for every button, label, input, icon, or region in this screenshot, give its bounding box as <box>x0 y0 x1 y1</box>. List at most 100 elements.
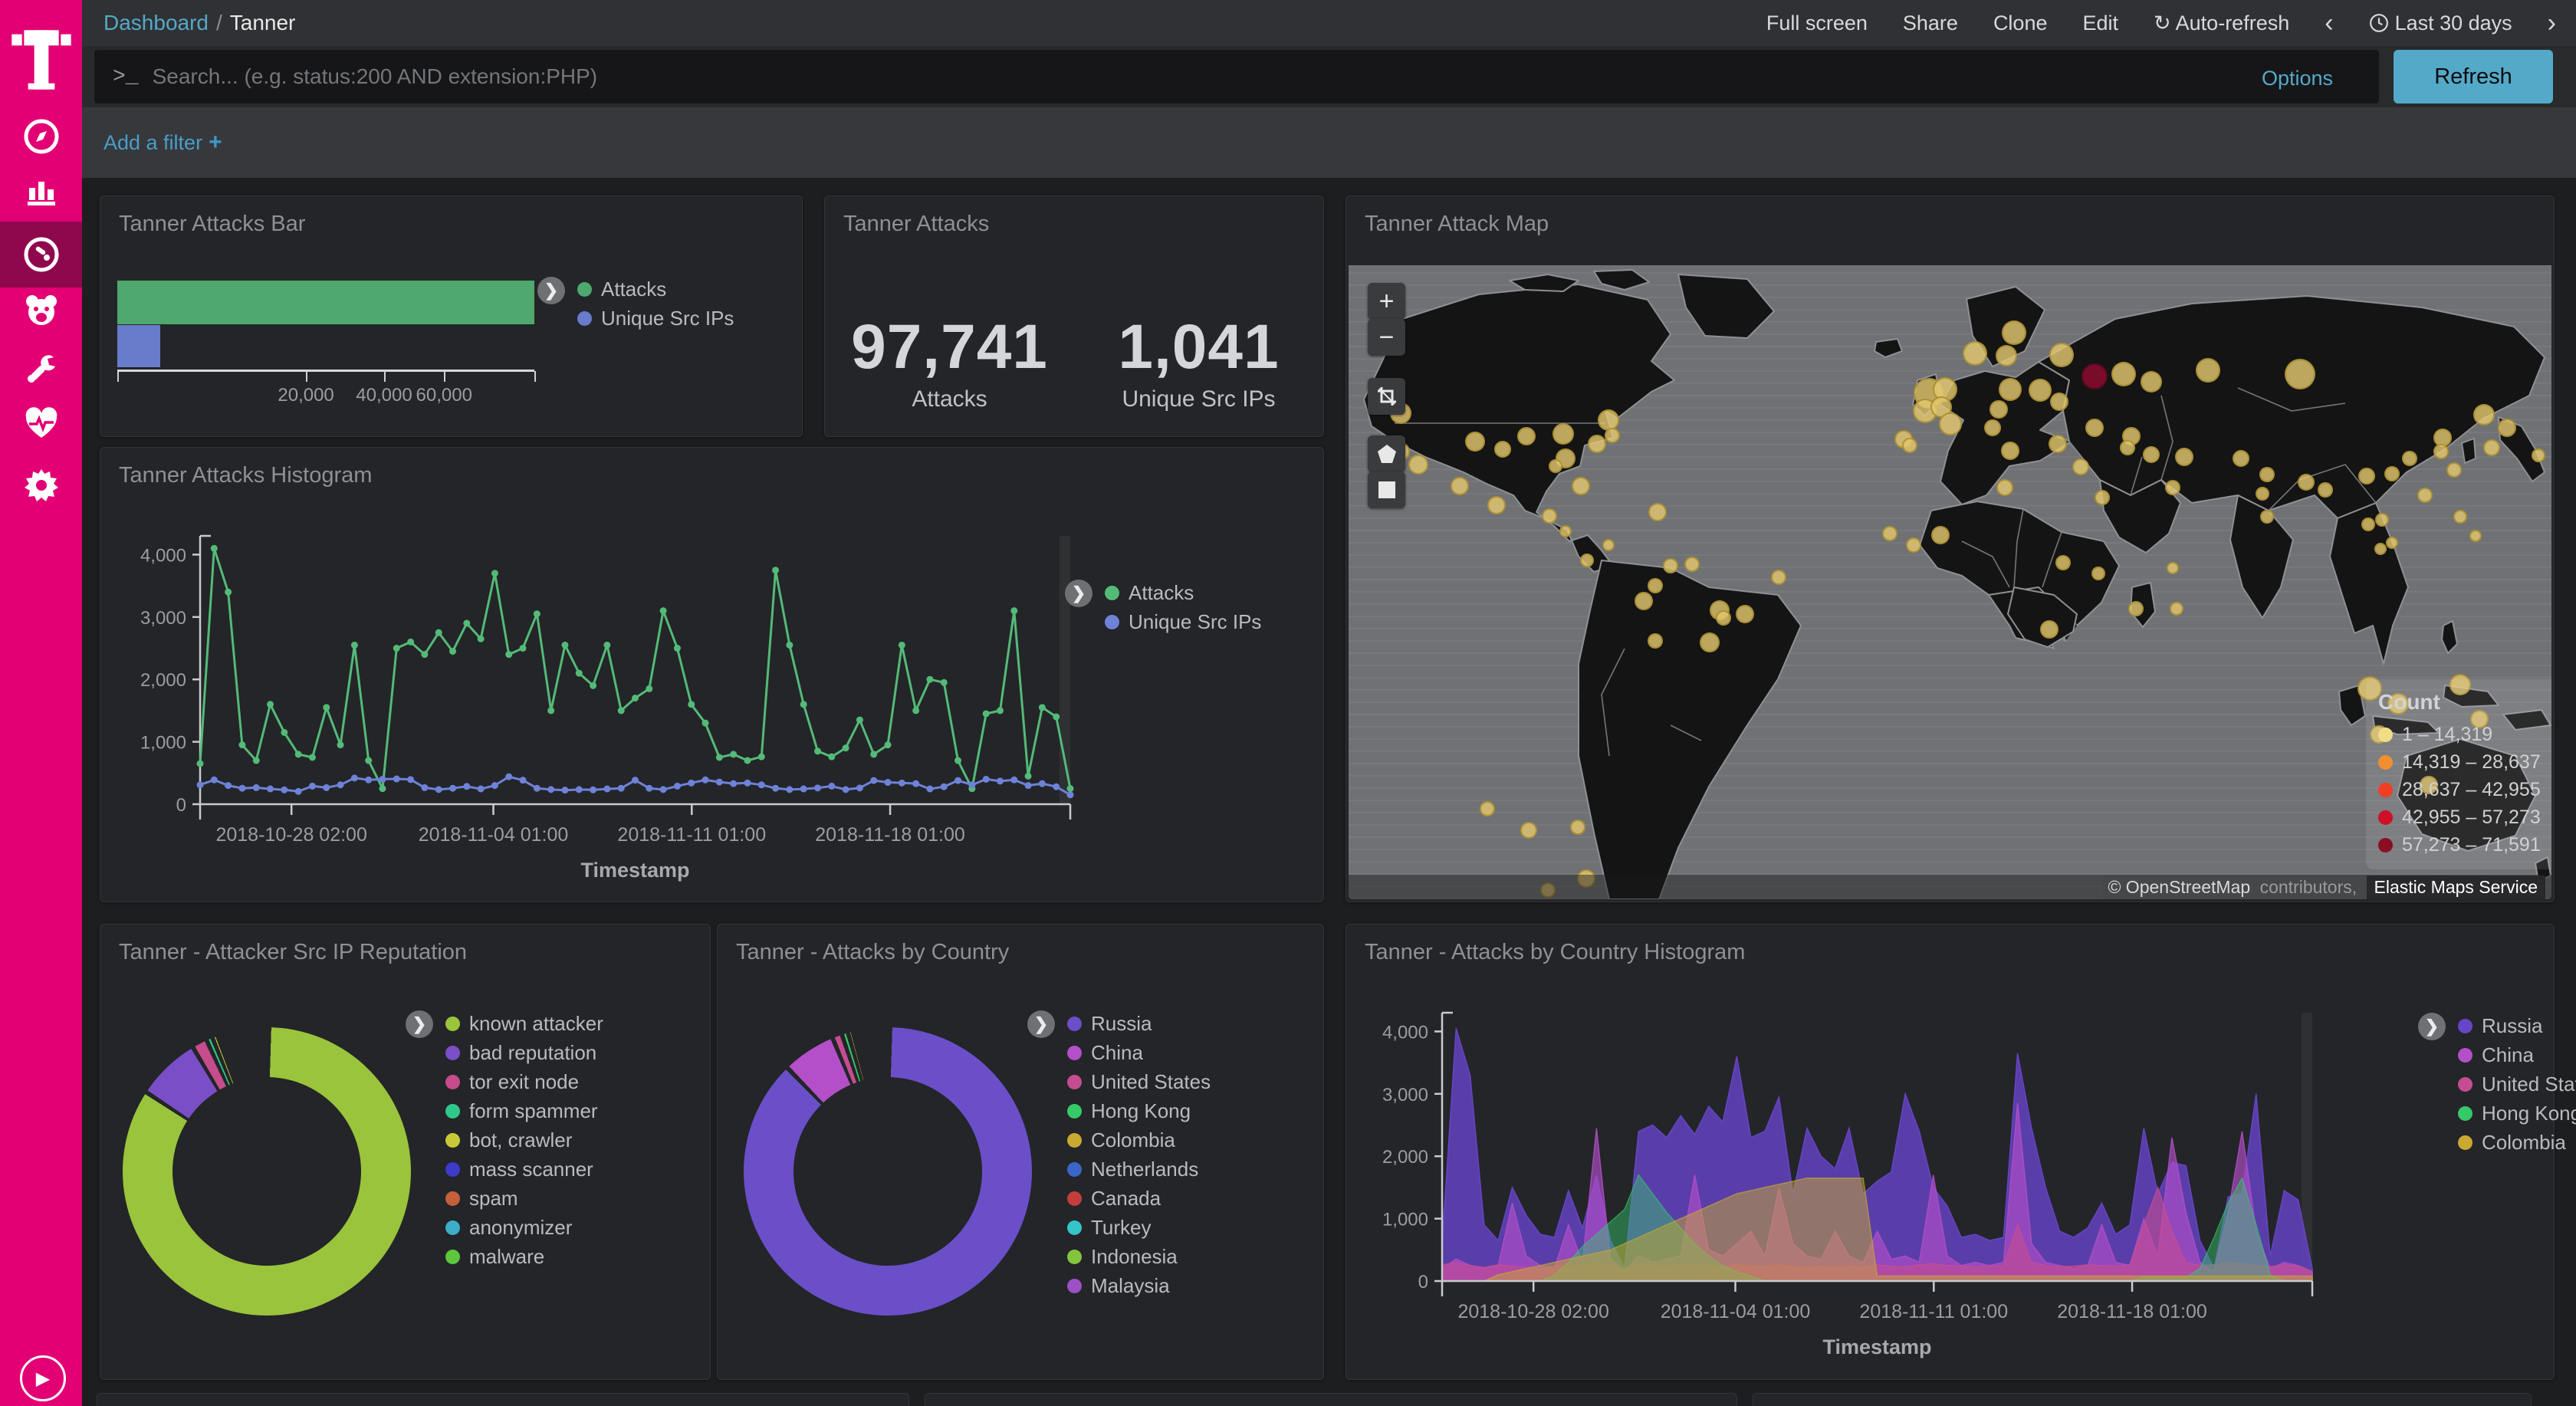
map-bubble[interactable] <box>2469 530 2482 542</box>
map-bubble[interactable] <box>1451 477 1469 495</box>
map-bubble[interactable] <box>1552 423 1574 445</box>
map-bubble[interactable] <box>1984 419 2001 436</box>
map-bubble[interactable] <box>2473 404 2495 425</box>
legend-item[interactable]: Colombia <box>2458 1128 2576 1157</box>
country-donut-chart[interactable] <box>744 1027 1032 1316</box>
map-polygon-select-button[interactable] <box>1368 435 1405 472</box>
map-bubble[interactable] <box>1487 496 1506 514</box>
map-bubble[interactable] <box>2002 320 2026 345</box>
map-bubble[interactable] <box>1990 400 2008 419</box>
map-bubble[interactable] <box>2050 393 2068 411</box>
map-bubble[interactable] <box>1556 448 1576 468</box>
map-bubble[interactable] <box>1494 441 1511 458</box>
legend-item[interactable]: China <box>1067 1038 1211 1067</box>
attacks-bar-chart[interactable]: 20,000 40,000 60,000 <box>108 273 637 419</box>
map-bubble[interactable] <box>1700 632 1720 652</box>
reputation-donut-chart[interactable] <box>123 1027 411 1316</box>
sidebar-item-visualize[interactable] <box>0 158 82 224</box>
map-bubble[interactable] <box>1882 526 1898 541</box>
legend-item[interactable]: bot, crawler <box>445 1125 603 1155</box>
map-bubble[interactable] <box>2091 567 2105 580</box>
map-rectangle-select-button[interactable] <box>1368 471 1405 508</box>
map-bubble[interactable] <box>1408 455 1428 475</box>
map-bubble[interactable] <box>1598 409 1619 431</box>
map-bubble[interactable] <box>1902 438 1917 453</box>
legend-item[interactable]: Russia <box>1067 1009 1211 1038</box>
legend-expand-icon[interactable]: ❯ <box>406 1010 433 1038</box>
map-bubble[interactable] <box>2417 488 2433 503</box>
map-bubble[interactable] <box>2358 468 2375 485</box>
map-bubble[interactable] <box>1906 537 1921 553</box>
options-link[interactable]: Options <box>2261 67 2333 90</box>
map-bubble[interactable] <box>2446 462 2462 478</box>
map-bubble[interactable] <box>2085 419 2104 437</box>
map-bubble[interactable] <box>2055 555 2071 570</box>
map-bubble[interactable] <box>2143 446 2160 463</box>
map-bubble[interactable] <box>2167 562 2179 574</box>
map-bubble[interactable] <box>1605 428 1620 443</box>
map-bubble[interactable] <box>1517 427 1536 445</box>
map-bubble[interactable] <box>1648 503 1667 521</box>
map-bubble[interactable] <box>2175 448 2193 466</box>
map-bubble[interactable] <box>2453 510 2467 524</box>
map-bubble[interactable] <box>1648 633 1663 649</box>
map-bubble[interactable] <box>1559 525 1572 537</box>
map-bubble[interactable] <box>1996 479 2013 496</box>
legend-item[interactable]: Indonesia <box>1067 1242 1211 1271</box>
ems-attribution-link[interactable]: Elastic Maps Service <box>2366 875 2545 899</box>
map-bubble[interactable] <box>2120 440 2135 455</box>
map-bubble[interactable] <box>2470 710 2489 728</box>
collapse-nav-button[interactable]: ▶ <box>20 1355 66 1401</box>
legend-item[interactable]: anonymizer <box>445 1213 603 1242</box>
legend-item[interactable]: bad reputation <box>445 1038 603 1067</box>
legend-item[interactable]: Attacks <box>1105 578 1261 607</box>
legend-item[interactable]: tor exit node <box>445 1067 603 1096</box>
map-bubble[interactable] <box>1736 605 1754 623</box>
country-histogram-chart[interactable]: 0 1,000 2,000 3,000 4,000 2018-10-28 02:00 201… <box>1365 978 2354 1362</box>
map-bubble[interactable] <box>1540 882 1556 898</box>
time-range-button[interactable]: Last 30 days <box>2369 11 2512 35</box>
tmobile-logo-icon[interactable] <box>11 20 72 94</box>
bar-attacks[interactable] <box>117 281 534 324</box>
osm-attribution-link[interactable]: © OpenStreetMap <box>2103 875 2256 899</box>
legend-item[interactable]: Hong Kong <box>1067 1096 1211 1125</box>
map-bubble[interactable] <box>2318 482 2333 498</box>
legend-item[interactable]: Unique Src IPs <box>1105 607 1261 636</box>
map-bubble[interactable] <box>2040 620 2058 639</box>
map-bubble[interactable] <box>2483 439 2500 456</box>
map-bubble[interactable] <box>1542 508 1557 524</box>
breadcrumb-dashboard-link[interactable]: Dashboard <box>104 11 209 34</box>
map-bubble[interactable] <box>2260 510 2274 524</box>
map-bubble[interactable] <box>2387 693 2409 714</box>
map-bubble[interactable] <box>1663 558 1678 573</box>
map-zoom-out-button[interactable]: − <box>1368 319 1405 356</box>
map-bubble[interactable] <box>2049 435 2067 453</box>
legend-item[interactable]: known attacker <box>445 1009 603 1038</box>
add-filter-link[interactable]: Add a filter + <box>104 130 222 155</box>
legend-expand-icon[interactable]: ❯ <box>2418 1013 2446 1040</box>
sidebar-item-monitoring[interactable] <box>0 391 82 457</box>
legend-item[interactable]: Malaysia <box>1067 1271 1211 1300</box>
map-bubble[interactable] <box>2374 543 2387 555</box>
map-bubble[interactable] <box>2450 674 2471 695</box>
map-bubble[interactable] <box>1570 820 1585 835</box>
map-bubble[interactable] <box>2259 467 2275 482</box>
legend-expand-icon[interactable]: ❯ <box>537 277 565 304</box>
map-bubble[interactable] <box>2233 450 2249 467</box>
refresh-button[interactable]: Refresh <box>2394 50 2553 103</box>
map-bubble[interactable] <box>1465 432 1485 452</box>
map-bubble[interactable] <box>2141 371 2162 393</box>
map-fit-bounds-button[interactable] <box>1368 378 1405 415</box>
legend-item[interactable]: Netherlands <box>1067 1155 1211 1184</box>
map-bubble[interactable] <box>2361 517 2375 531</box>
map-bubble[interactable] <box>2196 358 2220 383</box>
legend-item[interactable]: malware <box>445 1242 603 1271</box>
map-bubble[interactable] <box>1771 570 1786 585</box>
map-bubble[interactable] <box>1716 610 1731 626</box>
map-bubble[interactable] <box>2001 442 2019 460</box>
nav-action-clone[interactable]: Clone <box>1993 11 2048 34</box>
map-bubble[interactable] <box>2082 363 2108 389</box>
legend-item[interactable]: United States <box>2458 1069 2576 1099</box>
map-bubble[interactable] <box>2386 537 2398 549</box>
legend-item[interactable]: United States <box>1067 1067 1211 1096</box>
